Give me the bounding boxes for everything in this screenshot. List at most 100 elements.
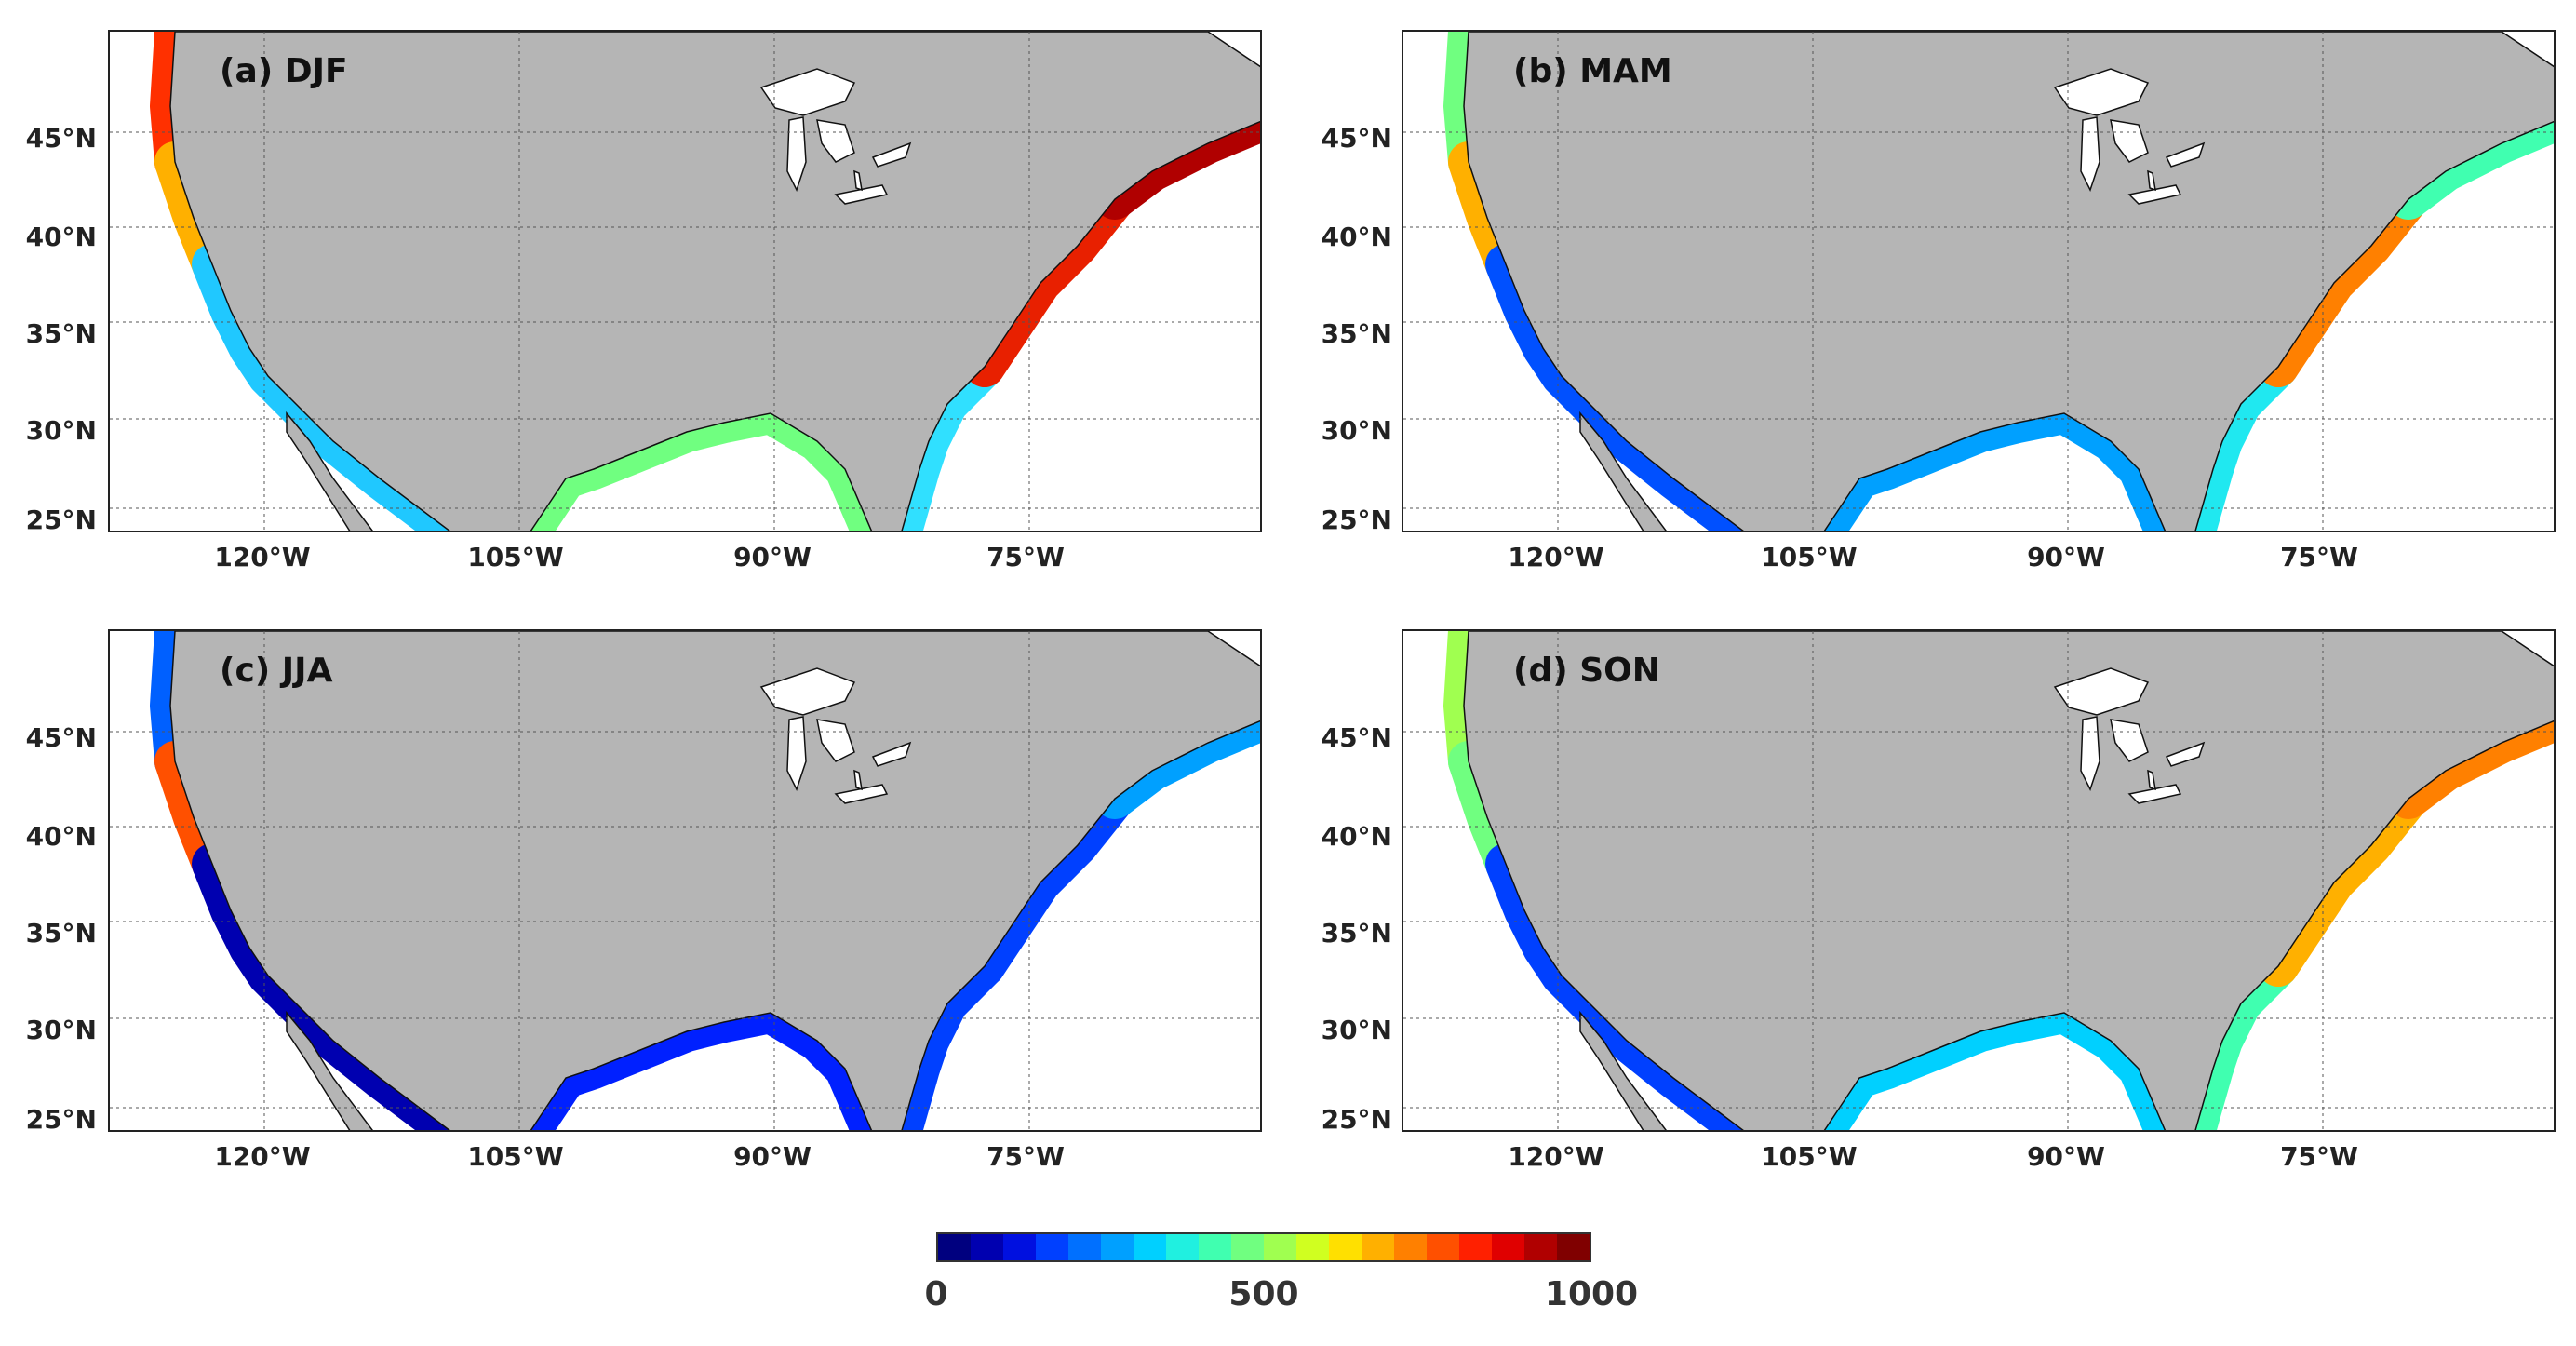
colorbar-segment bbox=[1296, 1234, 1329, 1260]
colorbar-segment bbox=[1394, 1234, 1427, 1260]
great-lake bbox=[834, 184, 889, 205]
land-mass bbox=[169, 32, 1260, 531]
lat-tick: 40°N bbox=[1321, 821, 1392, 852]
lat-tick: 40°N bbox=[25, 222, 97, 252]
great-lake bbox=[853, 769, 863, 791]
lon-tick: 120°W bbox=[1508, 1141, 1604, 1172]
great-lake bbox=[2127, 184, 2182, 205]
lat-tick: 40°N bbox=[25, 821, 97, 852]
lon-tick: 75°W bbox=[986, 1141, 1065, 1172]
panel-label: (b) MAM bbox=[1513, 52, 1672, 90]
colorbar-segment bbox=[1003, 1234, 1036, 1260]
map-panel-mam: (b) MAM bbox=[1402, 30, 2556, 532]
colorbar-segment bbox=[1524, 1234, 1557, 1260]
map-son bbox=[1403, 631, 2554, 1130]
colorbar-tick: 0 bbox=[924, 1275, 948, 1313]
great-lake bbox=[759, 68, 856, 116]
map-panel-djf: (a) DJF bbox=[108, 30, 1262, 532]
lat-tick: 45°N bbox=[1321, 722, 1392, 753]
lon-tick: 105°W bbox=[467, 1141, 564, 1172]
lon-tick: 120°W bbox=[214, 1141, 311, 1172]
great-lake bbox=[759, 667, 856, 716]
colorbar-segment bbox=[1101, 1234, 1134, 1260]
colorbar-segment bbox=[1459, 1234, 1492, 1260]
great-lake bbox=[2127, 784, 2182, 804]
colorbar-segment bbox=[971, 1234, 1003, 1260]
lon-tick: 120°W bbox=[1508, 542, 1604, 572]
colorbar-segment bbox=[1231, 1234, 1264, 1260]
great-lake bbox=[2053, 68, 2150, 116]
colorbar-tick: 1000 bbox=[1544, 1275, 1639, 1313]
lat-tick: 25°N bbox=[25, 505, 97, 535]
lon-tick: 105°W bbox=[1761, 1141, 1858, 1172]
colorbar-segment bbox=[1134, 1234, 1166, 1260]
lat-tick: 45°N bbox=[25, 722, 97, 753]
great-lake bbox=[2110, 119, 2149, 163]
great-lake bbox=[2080, 716, 2100, 791]
lon-tick: 105°W bbox=[467, 542, 564, 572]
lat-tick: 35°N bbox=[1321, 918, 1392, 949]
colorbar-segment bbox=[1264, 1234, 1296, 1260]
great-lake bbox=[2147, 169, 2156, 192]
panel-label: (c) JJA bbox=[220, 652, 333, 690]
great-lake bbox=[2110, 719, 2149, 762]
land-mass bbox=[1579, 411, 1667, 531]
great-lake bbox=[2165, 141, 2206, 168]
great-lake bbox=[2053, 667, 2150, 716]
lon-tick: 90°W bbox=[2027, 1141, 2105, 1172]
map-djf bbox=[110, 32, 1260, 531]
colorbar bbox=[936, 1232, 1591, 1262]
land-mass bbox=[286, 411, 373, 531]
great-lake bbox=[2147, 769, 2156, 791]
map-jja bbox=[110, 631, 1260, 1130]
colorbar-segment bbox=[1036, 1234, 1068, 1260]
lat-tick: 45°N bbox=[25, 123, 97, 154]
colorbar-segment bbox=[1329, 1234, 1362, 1260]
lon-tick: 90°W bbox=[733, 542, 812, 572]
lon-tick: 75°W bbox=[2280, 1141, 2358, 1172]
lon-tick: 105°W bbox=[1761, 542, 1858, 572]
great-lake bbox=[871, 141, 912, 168]
map-panel-son: (d) SON bbox=[1402, 629, 2556, 1132]
lat-tick: 30°N bbox=[25, 415, 97, 446]
great-lake bbox=[786, 116, 807, 192]
lat-tick: 40°N bbox=[1321, 222, 1392, 252]
colorbar-segment bbox=[1492, 1234, 1524, 1260]
lon-tick: 120°W bbox=[214, 542, 311, 572]
great-lake bbox=[2165, 741, 2206, 767]
lat-tick: 35°N bbox=[1321, 318, 1392, 349]
lat-tick: 30°N bbox=[1321, 1015, 1392, 1045]
colorbar-segment bbox=[1362, 1234, 1394, 1260]
colorbar-segment bbox=[1166, 1234, 1199, 1260]
lat-tick: 35°N bbox=[25, 918, 97, 949]
great-lake bbox=[871, 741, 912, 767]
colorbar-segment bbox=[1557, 1234, 1590, 1260]
lat-tick: 30°N bbox=[25, 1015, 97, 1045]
lon-tick: 75°W bbox=[986, 542, 1065, 572]
lon-tick: 90°W bbox=[2027, 542, 2105, 572]
great-lake bbox=[2080, 116, 2100, 192]
lat-tick: 30°N bbox=[1321, 415, 1392, 446]
land-mass bbox=[169, 631, 1260, 1130]
map-mam bbox=[1403, 32, 2554, 531]
lat-tick: 25°N bbox=[25, 1104, 97, 1135]
lat-tick: 35°N bbox=[25, 318, 97, 349]
great-lake bbox=[834, 784, 889, 804]
lat-tick: 25°N bbox=[1321, 505, 1392, 535]
great-lake bbox=[816, 719, 855, 762]
colorbar-segment bbox=[938, 1234, 971, 1260]
colorbar-segment bbox=[1427, 1234, 1459, 1260]
lat-tick: 25°N bbox=[1321, 1104, 1392, 1135]
colorbar-segment bbox=[1068, 1234, 1101, 1260]
lon-tick: 90°W bbox=[733, 1141, 812, 1172]
land-mass bbox=[1463, 631, 2554, 1130]
map-panel-jja: (c) JJA bbox=[108, 629, 1262, 1132]
lat-tick: 45°N bbox=[1321, 123, 1392, 154]
colorbar-tick: 500 bbox=[1228, 1275, 1299, 1313]
great-lake bbox=[816, 119, 855, 163]
land-mass bbox=[1579, 1010, 1667, 1130]
land-mass bbox=[1463, 32, 2554, 531]
great-lake bbox=[853, 169, 863, 192]
lon-tick: 75°W bbox=[2280, 542, 2358, 572]
land-mass bbox=[286, 1010, 373, 1130]
